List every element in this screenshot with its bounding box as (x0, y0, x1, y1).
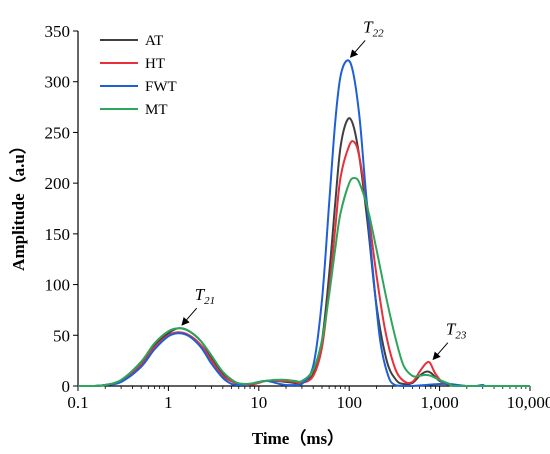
y-tick-label: 200 (45, 174, 71, 193)
y-tick-label: 350 (45, 22, 71, 41)
y-axis-title: Amplitude（a.u） (8, 137, 28, 271)
y-tick-label: 150 (45, 225, 71, 244)
x-tick-label: 100 (336, 393, 362, 412)
x-tick-label: 0.1 (67, 393, 88, 412)
series-group (78, 59, 530, 388)
x-axis-title: Time（ms） (252, 428, 344, 448)
legend-label-at: AT (145, 33, 163, 49)
x-tick-label: 1 (164, 393, 173, 412)
x-tick-label: 1,000 (420, 393, 458, 412)
annotation-arrow-22 (349, 40, 366, 58)
annotation-arrow-21 (181, 307, 198, 326)
y-tick-label: 250 (45, 123, 71, 142)
x-tick-label: 10 (250, 393, 267, 412)
series-line-ht (78, 140, 530, 387)
legend-label-ht: HT (145, 56, 165, 72)
y-tick-label: 100 (45, 276, 71, 295)
series-line-mt (78, 177, 530, 388)
series-line-fwt (78, 59, 530, 387)
legend: AT HT FWT MT (100, 33, 177, 118)
axes: 0.1 1 10 100 1,000 10,000 0 50 100 150 200 250 300 35… (45, 22, 550, 412)
annotation-label-22: T22 (363, 17, 384, 39)
y-tick-label: 300 (45, 73, 71, 92)
legend-label-mt: MT (145, 102, 168, 118)
annotation-arrow-23 (432, 342, 449, 361)
annotations: T21 T22 T23 (181, 17, 467, 361)
y-tick-label: 0 (62, 377, 71, 396)
annotation-label-23: T23 (446, 320, 467, 342)
y-tick-label: 50 (53, 326, 70, 345)
x-tick-label: 10,000 (507, 393, 550, 412)
series-line-at (78, 117, 530, 387)
legend-label-fwt: FWT (145, 79, 177, 95)
annotation-label-21: T21 (195, 285, 215, 307)
